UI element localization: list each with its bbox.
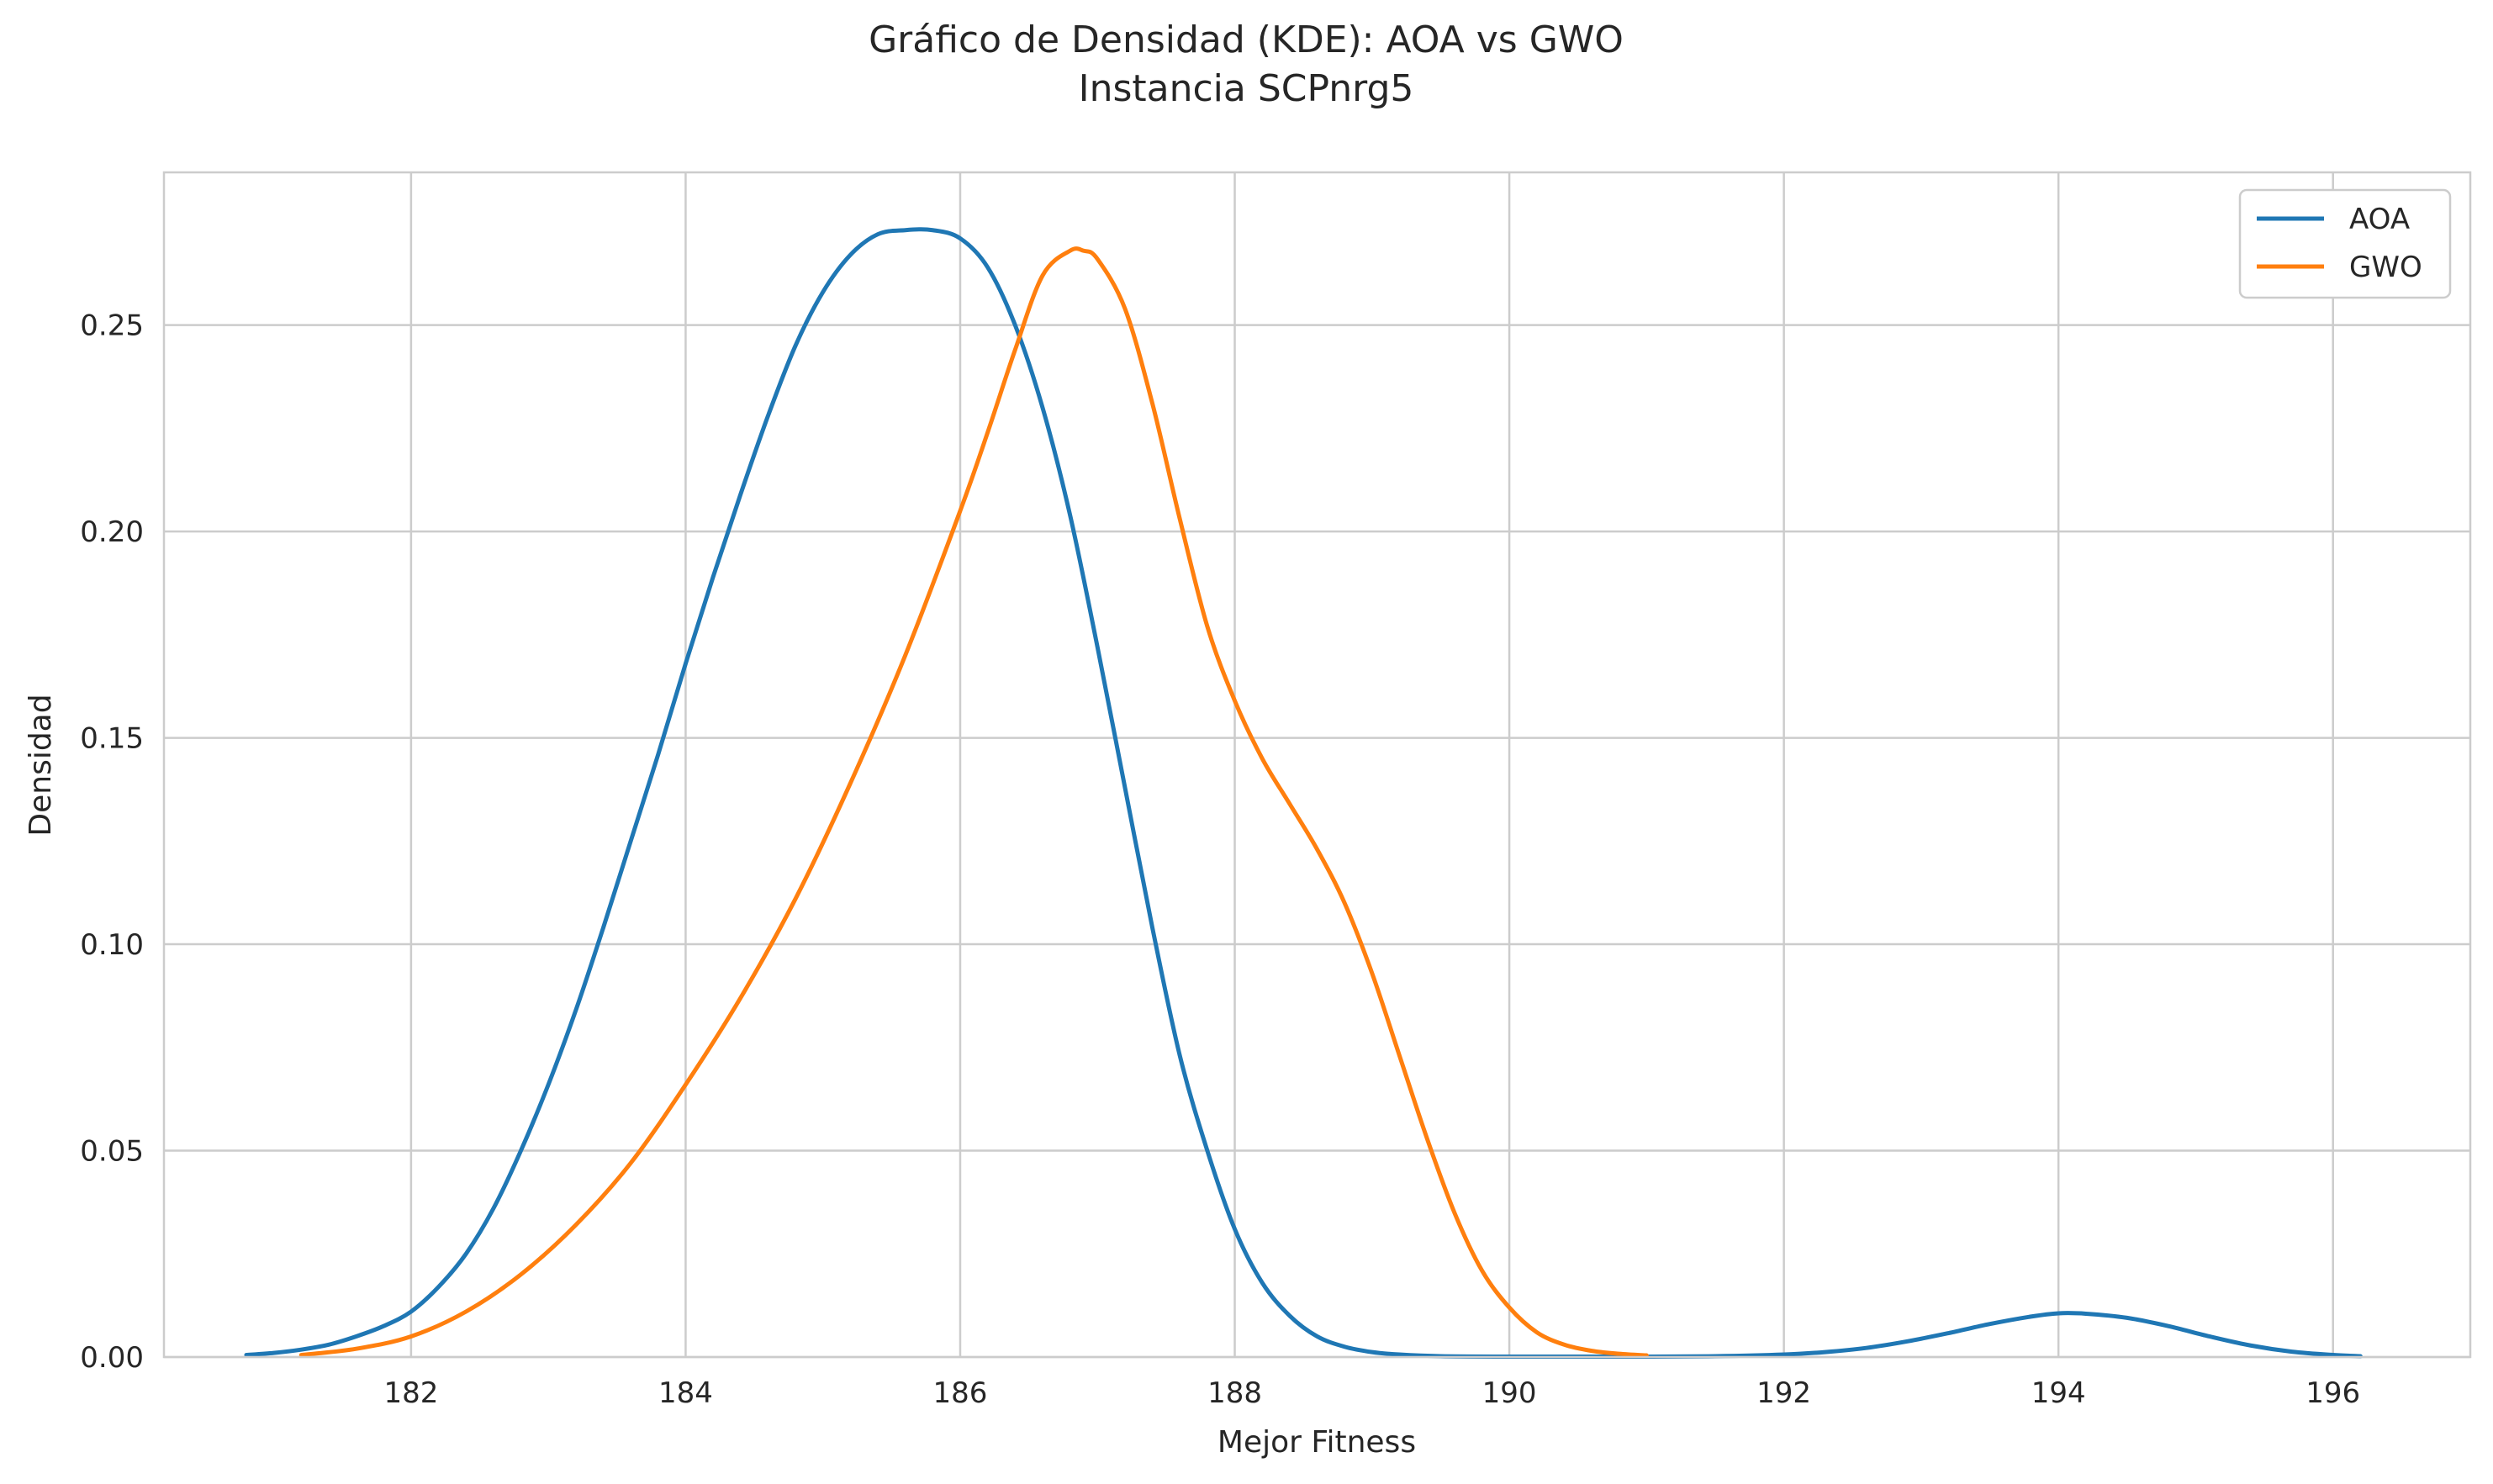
legend: AOA GWO (2238, 188, 2452, 299)
y-tick-label: 0.25 (80, 309, 144, 343)
x-axis-label: Mejor Fitness (1217, 1425, 1416, 1460)
legend-label-gwo: GWO (2349, 251, 2422, 284)
y-axis-label: Densidad (24, 694, 58, 836)
x-tick-label: 196 (2305, 1376, 2360, 1410)
series-group (244, 227, 2363, 1360)
y-tick-label: 0.00 (80, 1341, 144, 1375)
x-tick-label: 182 (383, 1376, 438, 1410)
series-line-gwo (298, 246, 1649, 1358)
series-line-aoa (244, 227, 2363, 1360)
plot-frame (162, 171, 2472, 1359)
chart-title-line-2: Instancia SCPnrg5 (1079, 67, 1414, 110)
x-tick-label: 190 (1482, 1376, 1537, 1410)
x-tick-label: 184 (658, 1376, 713, 1410)
legend-label-aoa: AOA (2349, 203, 2410, 236)
y-tick-label: 0.15 (80, 722, 144, 756)
x-tick-label: 188 (1207, 1376, 1262, 1410)
chart-title-line-1: Gráfico de Densidad (KDE): AOA vs GWO (869, 18, 1624, 61)
x-tick-label: 194 (2031, 1376, 2086, 1410)
x-tick-label: 192 (1756, 1376, 1811, 1410)
x-tick-label: 186 (933, 1376, 988, 1410)
y-tick-label: 0.20 (80, 515, 144, 549)
grid (164, 172, 2470, 1359)
tick-labels: 182 184 186 188 190 192 194 196 0.00 0.05 0.10 0.15… (80, 309, 2360, 1410)
y-tick-label: 0.05 (80, 1135, 144, 1169)
y-tick-label: 0.10 (80, 928, 144, 962)
